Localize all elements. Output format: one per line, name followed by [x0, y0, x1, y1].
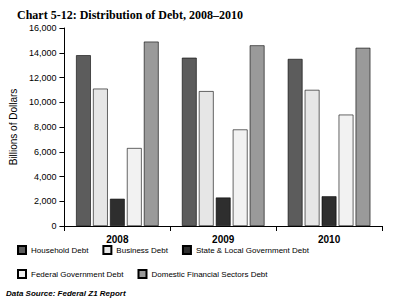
- svg-text:4,000: 4,000: [34, 172, 57, 182]
- svg-text:Domestic Financial Sectors Deb: Domestic Financial Sectors Debt: [151, 270, 268, 279]
- svg-text:2010: 2010: [318, 234, 341, 245]
- svg-text:Federal Government Debt: Federal Government Debt: [31, 270, 124, 279]
- svg-text:2,000: 2,000: [34, 196, 57, 206]
- svg-text:Data Source: Federal Z1 Report: Data Source: Federal Z1 Report: [6, 289, 126, 298]
- svg-text:12,000: 12,000: [29, 73, 57, 83]
- svg-text:2009: 2009: [212, 234, 235, 245]
- svg-text:8,000: 8,000: [34, 122, 57, 132]
- svg-text:10,000: 10,000: [29, 97, 57, 107]
- svg-text:14,000: 14,000: [29, 48, 57, 58]
- svg-text:State & Local Government Debt: State & Local Government Debt: [196, 246, 310, 255]
- svg-text:0: 0: [51, 221, 56, 231]
- svg-text:Billions of Dollars: Billions of Dollars: [8, 89, 19, 166]
- svg-text:16,000: 16,000: [29, 23, 57, 33]
- svg-text:Household Debt: Household Debt: [31, 246, 89, 255]
- svg-text:2008: 2008: [106, 234, 129, 245]
- svg-text:Business Debt: Business Debt: [116, 246, 168, 255]
- svg-text:6,000: 6,000: [34, 147, 57, 157]
- svg-text:Chart 5-12: Distribution of De: Chart 5-12: Distribution of Debt, 2008–2…: [17, 8, 243, 22]
